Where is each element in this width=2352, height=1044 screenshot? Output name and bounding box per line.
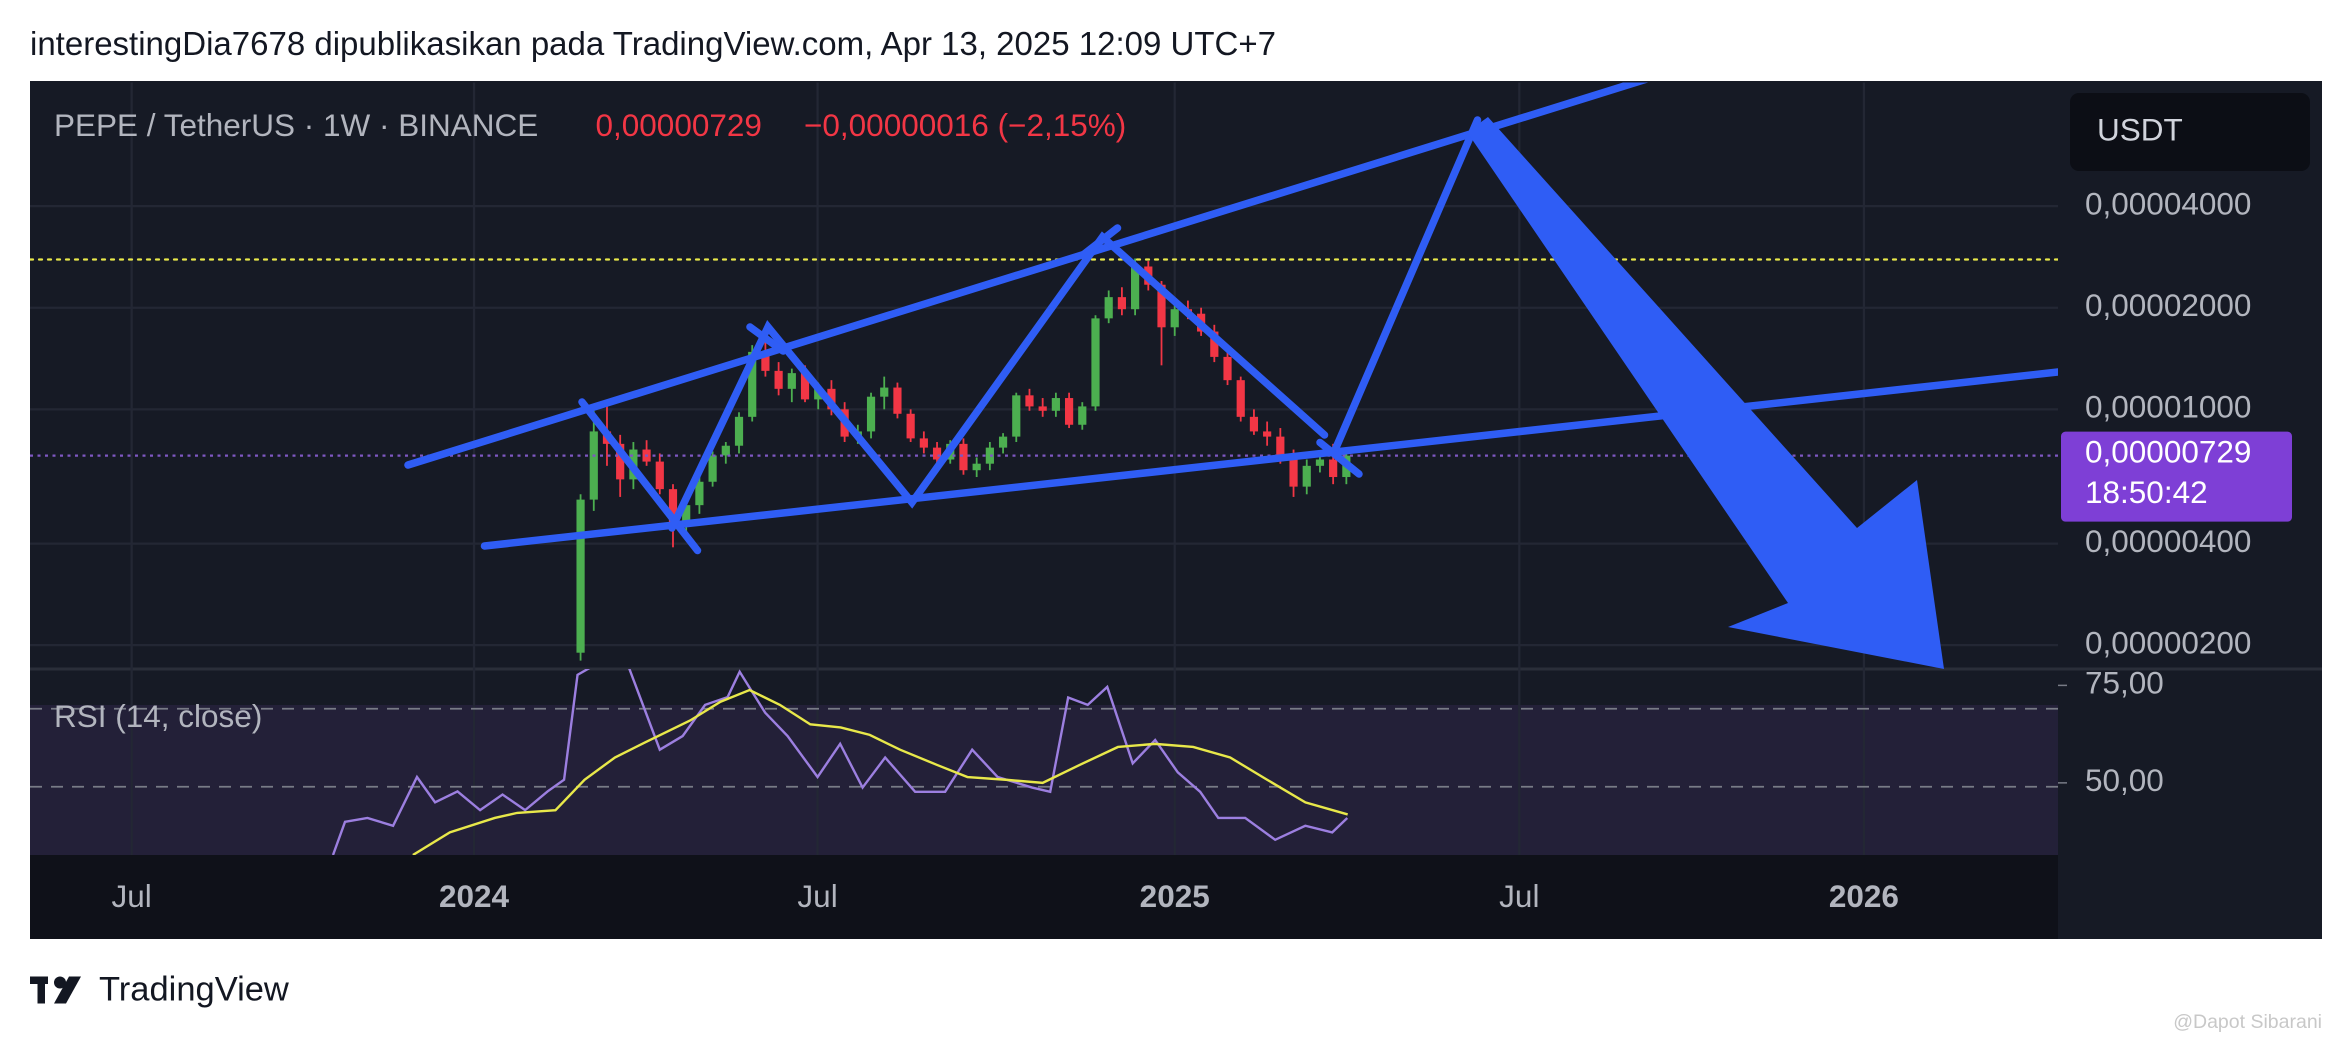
candle-body <box>682 505 691 524</box>
candle-body <box>695 481 704 506</box>
candle-body <box>1223 356 1232 381</box>
rsi-tick-label: 50,00 <box>2085 762 2164 798</box>
zigzag-line <box>668 231 1329 532</box>
lower-trendline <box>480 368 2058 550</box>
candle-body <box>1329 459 1338 478</box>
y-tick-label: 0,00000200 <box>2085 625 2251 661</box>
candle-body <box>1104 297 1113 319</box>
x-tick-label: Jul <box>1499 878 1539 914</box>
upper-trendline <box>404 82 1649 469</box>
candle-body <box>1157 284 1166 328</box>
rsi-line <box>412 688 1349 855</box>
candle-body <box>721 445 730 456</box>
candle-body <box>748 351 757 417</box>
candle-body <box>1038 406 1047 411</box>
axes: Jul 2024 Jul 2025 Jul 2026 0,00004000 0,0000200… <box>112 185 2292 914</box>
pivot-mark <box>1079 224 1122 259</box>
page-title: interestingDia7678 dipublikasikan pada T… <box>30 25 1276 62</box>
rsi-tick-label: 75,00 <box>2085 665 2164 701</box>
candle-body <box>1236 380 1245 417</box>
candle-body <box>576 499 585 653</box>
x-tick-label: Jul <box>112 878 152 914</box>
symbol-info: PEPE / TetherUS · 1W · BINANCE <box>54 107 538 143</box>
y-tick-label: 0,00001000 <box>2085 389 2251 425</box>
candle-body <box>1012 395 1021 437</box>
candle-body <box>1249 416 1259 432</box>
y-tick-label: 0,00004000 <box>2085 185 2251 221</box>
candle-body <box>616 443 625 480</box>
candle-body <box>1091 318 1100 407</box>
candle-body <box>972 463 981 471</box>
candle-body <box>1131 266 1140 310</box>
candle-body <box>919 438 928 448</box>
zigzag-line <box>1316 438 1363 478</box>
candle-body <box>932 447 942 460</box>
brand-name: TradingView <box>99 971 289 1009</box>
last-price: 0,00000729 <box>596 107 762 143</box>
candle-body <box>1170 309 1179 328</box>
candle-body <box>800 373 810 400</box>
candle-body <box>893 387 902 414</box>
candle-body <box>734 416 744 446</box>
last-price-badge-label: 0,00000729 <box>2085 433 2251 469</box>
candle-body <box>708 455 717 482</box>
candle-body <box>998 436 1008 448</box>
candle-body <box>787 373 796 389</box>
candle-body <box>1210 331 1219 357</box>
candle-body <box>655 461 664 490</box>
zigzag-line <box>578 398 702 555</box>
watermark: @Dapot Sibarani <box>2173 1011 2322 1033</box>
candle-body <box>589 431 598 500</box>
x-tick-label: 2024 <box>439 878 510 914</box>
candle-body <box>985 447 994 464</box>
candle-body <box>1025 395 1034 407</box>
drawings <box>30 82 2058 669</box>
candle-body <box>774 370 783 389</box>
candle-body <box>1315 459 1325 466</box>
candle-body <box>1078 406 1087 425</box>
grid <box>30 82 2058 855</box>
x-tick-label: Jul <box>797 878 837 914</box>
candle-body <box>668 489 678 524</box>
x-tick-label: 2026 <box>1829 878 1899 914</box>
y-tick-label: 0,00000400 <box>2085 523 2251 559</box>
rsi-label: RSI (14, close) <box>54 698 262 734</box>
y-tick-label: 0,00002000 <box>2085 287 2251 323</box>
projection-line <box>1331 116 1482 454</box>
currency-button[interactable] <box>2070 93 2310 171</box>
candle-body <box>959 443 968 471</box>
candle-body <box>1263 431 1272 437</box>
candle-body <box>906 413 915 439</box>
candle-body <box>880 387 889 397</box>
rsi-band <box>30 705 2058 855</box>
candle-body <box>1289 455 1298 487</box>
candle-body <box>1117 297 1126 310</box>
rsi-pane <box>30 669 2058 855</box>
candle-body <box>1302 465 1311 487</box>
candle-body <box>1064 398 1074 425</box>
candle-body <box>866 396 876 432</box>
time-axis <box>30 855 2058 939</box>
rsi-line <box>331 669 1349 855</box>
last-price-badge <box>2061 431 2292 522</box>
pivot-mark <box>746 323 787 355</box>
brand-logo <box>30 976 81 1004</box>
x-tick-label: 2025 <box>1140 878 1210 914</box>
price-change: −0,00000016 (−2,15%) <box>804 107 1126 143</box>
candle-body <box>1276 436 1285 456</box>
projection-arrow <box>1467 117 1944 669</box>
candle-body <box>1051 398 1060 411</box>
candle-body <box>761 351 770 371</box>
currency-label[interactable]: USDT <box>2097 111 2183 147</box>
countdown-label: 18:50:42 <box>2085 474 2208 510</box>
